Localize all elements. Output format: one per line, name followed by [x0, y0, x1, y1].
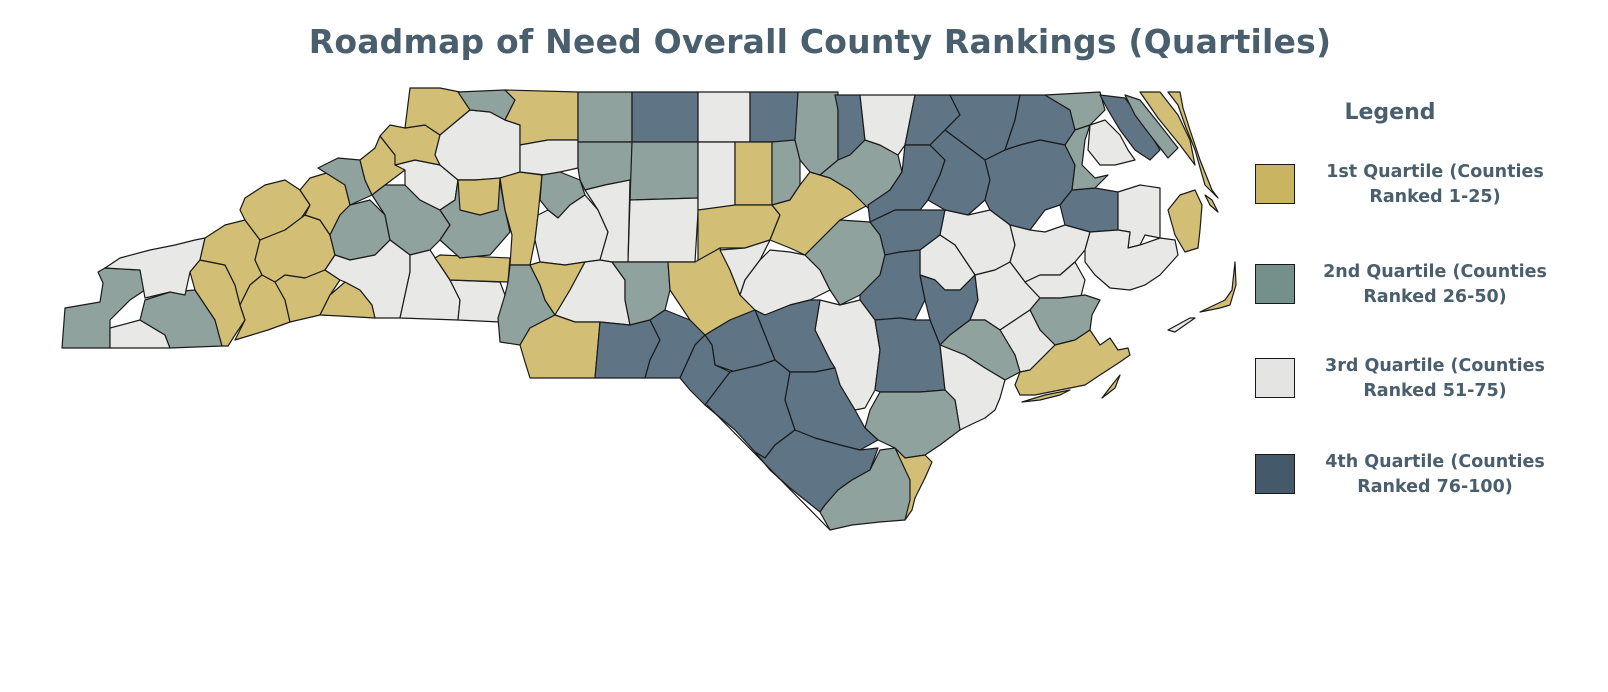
legend-item-q3: 3rd Quartile (Counties Ranked 51-75)	[1255, 356, 1575, 428]
legend-swatch-q3	[1255, 358, 1295, 398]
legend-item-q4: 4th Quartile (Counties Ranked 76-100)	[1255, 452, 1575, 524]
county	[1167, 317, 1196, 333]
legend-item-q1: 1st Quartile (Counties Ranked 1-25)	[1255, 162, 1575, 234]
county	[1084, 229, 1179, 291]
legend-title: Legend	[1344, 100, 1436, 125]
county	[794, 91, 839, 176]
legend-label-q2: 2nd Quartile (Counties Ranked 26-50)	[1323, 262, 1547, 307]
county	[1101, 374, 1121, 399]
county	[679, 334, 731, 406]
legend-item-q2: 2nd Quartile (Counties Ranked 26-50)	[1255, 262, 1575, 334]
county	[519, 139, 579, 176]
legend-swatch-q1	[1255, 164, 1295, 204]
county	[1087, 119, 1136, 166]
county	[631, 91, 699, 143]
county	[769, 171, 869, 256]
county	[1014, 329, 1131, 396]
legend-swatch-q2	[1255, 264, 1295, 304]
county	[1139, 91, 1196, 166]
county	[274, 269, 341, 323]
county	[894, 447, 933, 521]
county	[1199, 261, 1237, 313]
county	[864, 389, 961, 459]
county	[749, 91, 799, 143]
legend-swatch-q4	[1255, 454, 1295, 494]
map-title: Roadmap of Need Overall County Rankings …	[308, 22, 1332, 61]
county	[1021, 389, 1071, 403]
county	[734, 141, 773, 206]
county	[1124, 94, 1179, 159]
county	[1064, 124, 1109, 191]
county	[627, 197, 699, 263]
county	[457, 177, 501, 216]
county	[629, 141, 699, 201]
legend-label-q1: 1st Quartile (Counties Ranked 1-25)	[1326, 162, 1544, 207]
county	[1167, 189, 1203, 253]
legend-label-q3: 3rd Quartile (Counties Ranked 51-75)	[1325, 356, 1545, 401]
county	[1167, 91, 1219, 199]
county	[1059, 187, 1119, 233]
county	[577, 91, 633, 143]
county	[927, 129, 991, 216]
county	[1204, 194, 1219, 213]
legend-label-q4: 4th Quartile (Counties Ranked 76-100)	[1325, 452, 1545, 497]
county	[697, 141, 736, 211]
county	[697, 91, 751, 143]
